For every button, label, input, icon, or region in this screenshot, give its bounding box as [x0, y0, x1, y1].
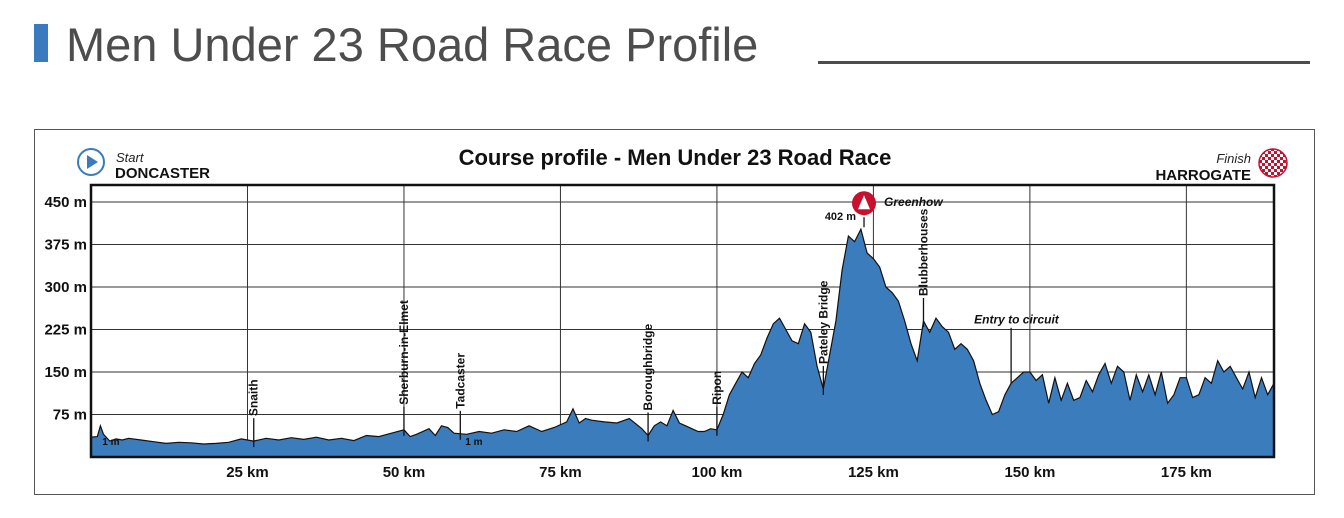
circuit-entry-label: Entry to circuit	[974, 312, 1060, 326]
landmark-label: Ripon	[710, 371, 724, 405]
y-tick-label: 450 m	[44, 194, 87, 211]
climb-name: Greenhow	[884, 195, 943, 209]
climb-elevation: 402 m	[825, 211, 856, 223]
landmark-label: Snaith	[247, 379, 261, 416]
x-tick-labels: 25 km 50 km 75 km 100 km 125 km 150 km 175 km	[226, 464, 1212, 481]
finish-place: HARROGATE	[1155, 167, 1251, 184]
y-tick-label: 225 m	[44, 322, 87, 339]
course-profile-chart: Start DONCASTER Course profile - Men Und…	[44, 145, 1288, 481]
landmark-label: Boroughbridge	[641, 323, 655, 410]
finish-caption: Finish	[1216, 151, 1251, 166]
mountain-peak-glyph	[858, 195, 871, 210]
x-tick-label: 150 km	[1004, 464, 1055, 481]
landmark-marker: Blubberhouses	[916, 208, 930, 327]
y-tick-label: 75 m	[53, 407, 87, 424]
x-tick-label: 50 km	[383, 464, 426, 481]
y-tick-labels: 75 m 150 m 225 m 300 m 375 m 450 m	[44, 194, 87, 424]
start-badge	[77, 148, 105, 176]
finish-flag-icon	[1258, 148, 1288, 178]
low-point-label: 1 m	[102, 437, 119, 448]
profile-layer	[90, 227, 1275, 458]
y-tick-label: 150 m	[44, 364, 87, 381]
title-accent-bar	[34, 24, 48, 62]
landmark-marker: Tadcaster	[453, 353, 467, 440]
y-tick-label: 300 m	[44, 279, 87, 296]
landmark-marker: Snaith	[247, 379, 261, 448]
landmark-label: Pateley Bridge	[816, 280, 830, 364]
x-tick-label: 25 km	[226, 464, 269, 481]
landmark-marker: Boroughbridge	[641, 323, 655, 442]
play-triangle-icon	[87, 155, 98, 169]
markers-layer: Snaith Sherburn-in-Elmet Tadcaster Boroughb…	[102, 191, 1060, 448]
chart-frame: Start DONCASTER Course profile - Men Und…	[34, 129, 1315, 495]
landmark-label: Tadcaster	[453, 353, 467, 409]
landmark-marker: Pateley Bridge	[816, 280, 830, 395]
y-tick-label: 375 m	[44, 237, 87, 254]
landmark-marker: Ripon	[710, 371, 724, 436]
elevation-profile-area	[90, 227, 1275, 458]
start-caption: Start	[116, 150, 145, 165]
title-underline	[818, 61, 1310, 64]
landmark-label: Sherburn-in-Elmet	[397, 300, 411, 405]
low-point-label: 1 m	[465, 437, 482, 448]
landmark-label: Blubberhouses	[916, 208, 930, 296]
x-tick-label: 175 km	[1161, 464, 1212, 481]
plot-border	[89, 183, 1276, 459]
page-title: Men Under 23 Road Race Profile	[66, 18, 759, 71]
x-tick-label: 75 km	[539, 464, 582, 481]
start-place: DONCASTER	[115, 165, 210, 182]
climb-marker: Greenhow 402 m	[825, 191, 943, 228]
landmark-marker: Sherburn-in-Elmet	[397, 300, 411, 436]
chart-title: Course profile - Men Under 23 Road Race	[459, 145, 892, 170]
x-tick-label: 125 km	[848, 464, 899, 481]
x-tick-label: 100 km	[691, 464, 742, 481]
circuit-entry-marker: Entry to circuit	[974, 312, 1060, 384]
